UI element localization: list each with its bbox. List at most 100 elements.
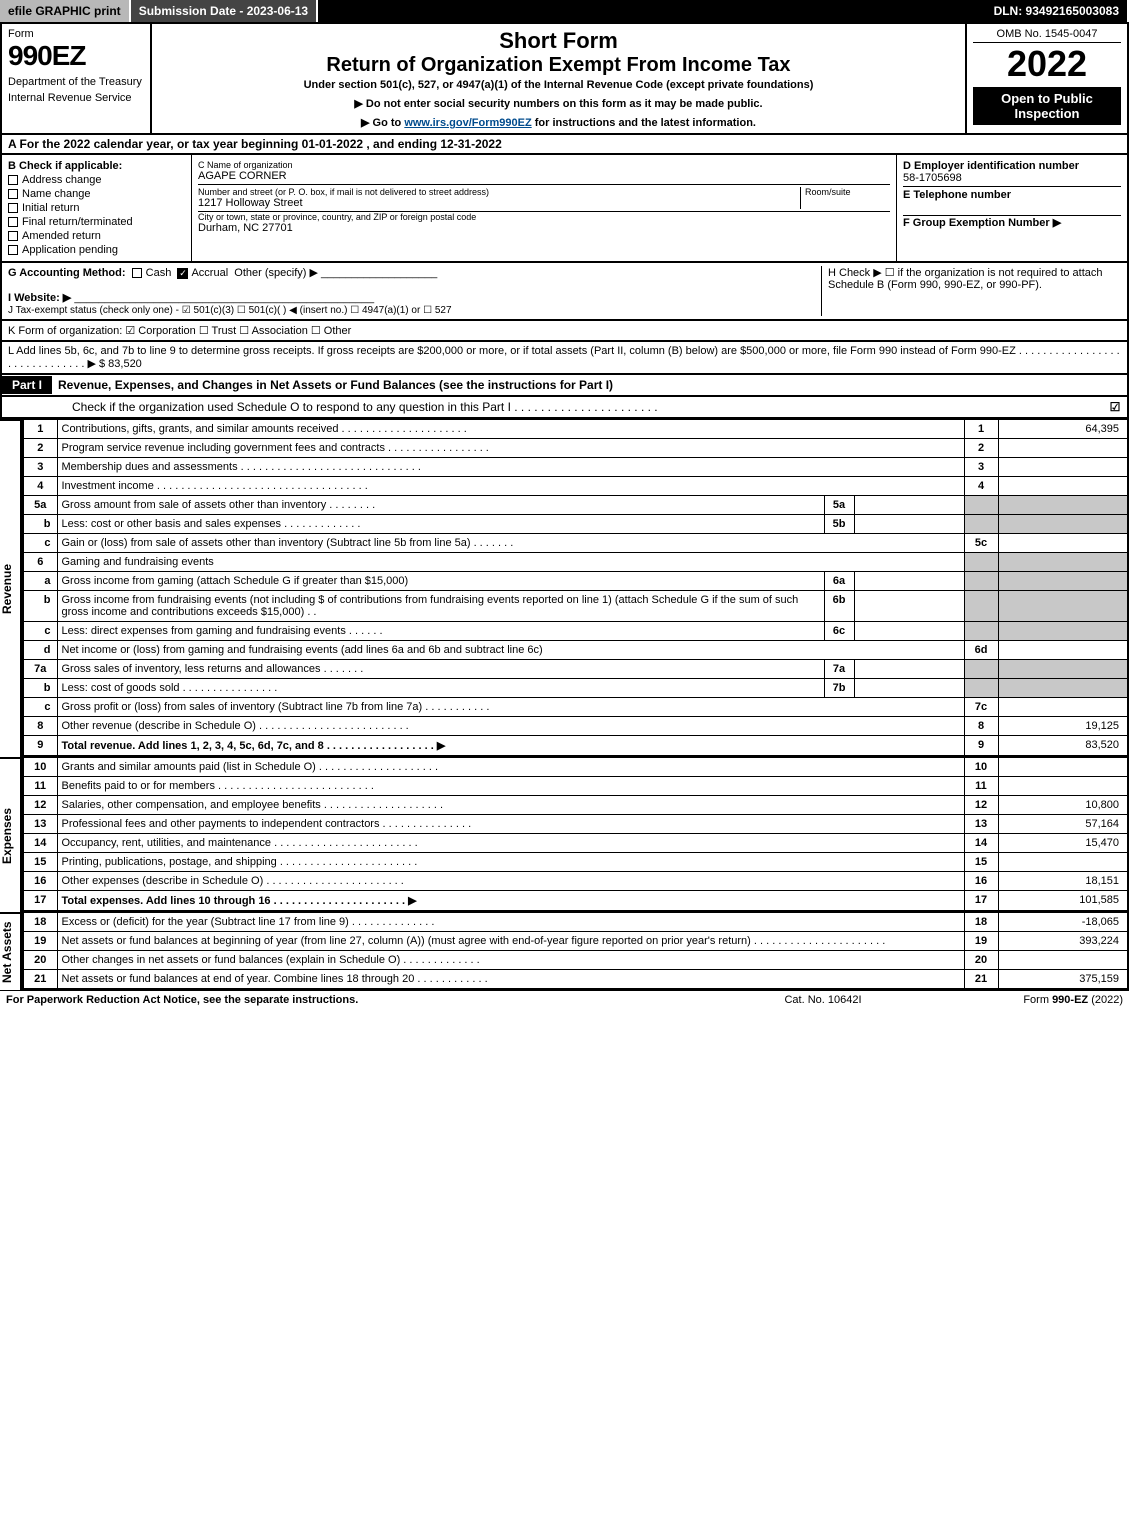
ein-value: 58-1705698	[903, 172, 1121, 184]
r16-desc: Other expenses (describe in Schedule O) …	[57, 872, 964, 891]
revenue-section: Revenue 1Contributions, gifts, grants, a…	[0, 419, 1129, 757]
year-cell: OMB No. 1545-0047 2022 Open to Public In…	[967, 24, 1127, 133]
r5c-desc: Gain or (loss) from sale of assets other…	[57, 534, 964, 553]
r7c-num: c	[23, 698, 57, 717]
section-def: D Employer identification number 58-1705…	[897, 155, 1127, 261]
line-l: L Add lines 5b, 6c, and 7b to line 9 to …	[0, 342, 1129, 375]
chk-name-change[interactable]: Name change	[8, 188, 185, 200]
r6b-desc: Gross income from fundraising events (no…	[57, 591, 824, 622]
r21-val: 375,159	[998, 970, 1128, 990]
form-word: Form	[8, 28, 144, 40]
r6b-num: b	[23, 591, 57, 622]
tax-year: 2022	[973, 43, 1121, 85]
row-9: 9Total revenue. Add lines 1, 2, 3, 4, 5c…	[23, 736, 1128, 757]
note2-post: for instructions and the latest informat…	[532, 117, 756, 129]
chk-amended-return[interactable]: Amended return	[8, 230, 185, 242]
row-1: 1Contributions, gifts, grants, and simil…	[23, 420, 1128, 439]
section-bcdef: B Check if applicable: Address change Na…	[0, 155, 1129, 263]
r11-val	[998, 777, 1128, 796]
r19-num: 19	[23, 932, 57, 951]
r5c-val	[998, 534, 1128, 553]
page-footer: For Paperwork Reduction Act Notice, see …	[0, 990, 1129, 1009]
line-l-value: 83,520	[108, 358, 142, 370]
chk-cash[interactable]	[132, 268, 142, 278]
r5b-box: 5b	[824, 515, 854, 534]
r20-num: 20	[23, 951, 57, 970]
chk-address-change[interactable]: Address change	[8, 174, 185, 186]
row-21: 21Net assets or fund balances at end of …	[23, 970, 1128, 990]
footer-catalog: Cat. No. 10642I	[723, 994, 923, 1006]
netassets-table: 18Excess or (deficit) for the year (Subt…	[22, 912, 1129, 990]
r7a-boxval	[854, 660, 964, 679]
r6a-box: 6a	[824, 572, 854, 591]
line-g-label: G Accounting Method:	[8, 267, 126, 279]
r5b-num: b	[23, 515, 57, 534]
row-6d: dNet income or (loss) from gaming and fu…	[23, 641, 1128, 660]
r19-desc: Net assets or fund balances at beginning…	[57, 932, 964, 951]
form-id-cell: Form 990EZ Department of the Treasury In…	[2, 24, 152, 133]
r6-val	[998, 553, 1128, 572]
r6d-rnum: 6d	[964, 641, 998, 660]
part-1-check-text: Check if the organization used Schedule …	[2, 397, 1103, 417]
r4-num: 4	[23, 477, 57, 496]
r6-rnum	[964, 553, 998, 572]
line-gh: G Accounting Method: Cash ✓Accrual Other…	[0, 263, 1129, 321]
street-value: 1217 Holloway Street	[198, 197, 800, 209]
r5b-val	[998, 515, 1128, 534]
part-1-header: Part I Revenue, Expenses, and Changes in…	[0, 375, 1129, 397]
r20-desc: Other changes in net assets or fund bala…	[57, 951, 964, 970]
chk-application-pending[interactable]: Application pending	[8, 244, 185, 256]
r11-rnum: 11	[964, 777, 998, 796]
r13-desc: Professional fees and other payments to …	[57, 815, 964, 834]
r20-val	[998, 951, 1128, 970]
revenue-side-label: Revenue	[0, 419, 22, 757]
section-b: B Check if applicable: Address change Na…	[2, 155, 192, 261]
r14-num: 14	[23, 834, 57, 853]
r5b-rnum	[964, 515, 998, 534]
r6a-val	[998, 572, 1128, 591]
line-l-text: L Add lines 5b, 6c, and 7b to line 9 to …	[8, 345, 1120, 370]
cash-label: Cash	[146, 267, 172, 279]
r11-desc: Benefits paid to or for members . . . . …	[57, 777, 964, 796]
part-1-check-row: Check if the organization used Schedule …	[0, 397, 1129, 419]
r14-desc: Occupancy, rent, utilities, and maintena…	[57, 834, 964, 853]
r5c-rnum: 5c	[964, 534, 998, 553]
r18-rnum: 18	[964, 913, 998, 932]
chk-label-1: Name change	[22, 188, 91, 200]
note2-pre: ▶ Go to	[361, 117, 404, 129]
r6c-boxval	[854, 622, 964, 641]
r7c-rnum: 7c	[964, 698, 998, 717]
r5b-desc: Less: cost or other basis and sales expe…	[57, 515, 824, 534]
row-5b: bLess: cost or other basis and sales exp…	[23, 515, 1128, 534]
r7b-desc: Less: cost of goods sold . . . . . . . .…	[57, 679, 824, 698]
note-ssn: ▶ Do not enter social security numbers o…	[158, 97, 959, 110]
form-header: Form 990EZ Department of the Treasury In…	[0, 22, 1129, 135]
row-6b: bGross income from fundraising events (n…	[23, 591, 1128, 622]
irs-link[interactable]: www.irs.gov/Form990EZ	[404, 117, 531, 129]
dln-label: DLN: 93492165003083	[986, 0, 1129, 22]
line-j: J Tax-exempt status (check only one) - ☑…	[8, 305, 452, 316]
r8-val: 19,125	[998, 717, 1128, 736]
r3-desc: Membership dues and assessments . . . . …	[57, 458, 964, 477]
main-title: Return of Organization Exempt From Incom…	[158, 54, 959, 77]
footer-post: (2022)	[1088, 994, 1123, 1006]
r18-val: -18,065	[998, 913, 1128, 932]
r9-desc: Total revenue. Add lines 1, 2, 3, 4, 5c,…	[57, 736, 964, 757]
r6a-desc: Gross income from gaming (attach Schedul…	[57, 572, 824, 591]
chk-label-0: Address change	[22, 174, 102, 186]
chk-initial-return[interactable]: Initial return	[8, 202, 185, 214]
r6b-boxval	[854, 591, 964, 622]
chk-final-return[interactable]: Final return/terminated	[8, 216, 185, 228]
part-1-checkbox[interactable]: ☑	[1103, 400, 1127, 414]
r6c-rnum	[964, 622, 998, 641]
r5c-num: c	[23, 534, 57, 553]
r17-num: 17	[23, 891, 57, 912]
efile-print-label[interactable]: efile GRAPHIC print	[0, 0, 131, 22]
r18-num: 18	[23, 913, 57, 932]
r6c-box: 6c	[824, 622, 854, 641]
chk-label-3: Final return/terminated	[22, 216, 133, 228]
chk-accrual-checked[interactable]: ✓	[177, 268, 188, 279]
r1-rnum: 1	[964, 420, 998, 439]
r16-rnum: 16	[964, 872, 998, 891]
r7b-num: b	[23, 679, 57, 698]
